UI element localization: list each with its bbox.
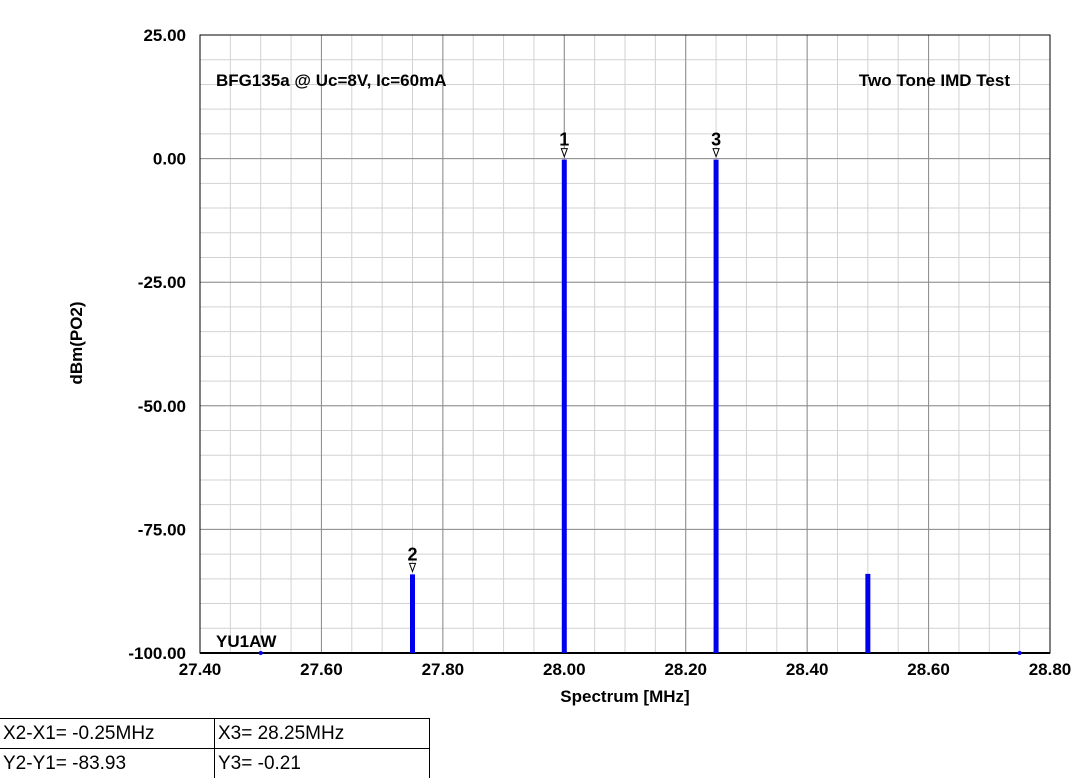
bar-point [1017,651,1022,655]
x-tick-label: 28.80 [1029,660,1072,679]
x-tick-label: 27.60 [300,660,343,679]
y-axis-title: dBm(PO2) [67,301,86,384]
plot-frame [199,34,1051,654]
readout-y3: Y3= -0.21 [214,748,430,778]
y-tick-label: 0.00 [153,150,186,169]
x-tick-labels: 27.40 27.60 27.80 28.00 28.20 28.40 28.60 28.80 [179,660,1072,679]
y-tick-labels: 25.00 0.00 -25.00 -50.00 -75.00 -100.00 [128,26,186,663]
x-tick-label: 28.00 [543,660,586,679]
y-tick-label: -25.00 [138,273,186,292]
y-tick-label: -50.00 [138,397,186,416]
x-tick-label: 27.40 [179,660,222,679]
test-annotation: Two Tone IMD Test [859,71,1010,90]
x-tick-label: 28.60 [907,660,950,679]
y-tick-label: 25.00 [143,26,186,45]
x-axis-title: Spectrum [MHz] [560,687,689,706]
y-tick-label: -75.00 [138,520,186,539]
minor-grid [199,34,1051,654]
author-annotation: YU1AW [216,632,277,651]
bar-point [258,651,263,655]
bars [258,159,1022,655]
marker-triangle [712,148,720,159]
marker-label: 1 [559,130,569,150]
marker-label: 2 [407,544,417,564]
x-tick-label: 28.40 [786,660,829,679]
marker-triangle [408,562,417,573]
chart-title: BFG135a @ Uc=8V, Ic=60mA [216,71,446,90]
readout-dx: X2-X1= -0.25MHz [0,718,215,749]
spectrum-chart: 123 27.40 27.60 27.80 28.00 28.20 28.40 28.60 2… [67,26,1072,706]
readout-dy: Y2-Y1= -83.93 [0,748,215,778]
marker-label: 3 [711,130,721,150]
x-tick-label: 28.20 [664,660,707,679]
readout-x3: X3= 28.25MHz [214,718,430,749]
x-tick-label: 27.80 [422,660,465,679]
marker-triangle [560,148,569,159]
y-tick-label: -100.00 [128,644,186,663]
marker-readout-table: X2-X1= -0.25MHz X3= 28.25MHz Y2-Y1= -83.… [0,718,430,778]
markers: 1 2 3 [407,130,721,573]
